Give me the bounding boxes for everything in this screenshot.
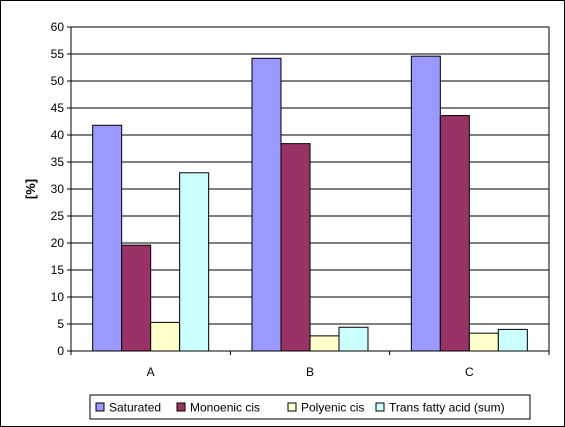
bar-polyenic-cis-c xyxy=(468,332,499,352)
y-axis-title: [%] xyxy=(23,179,38,199)
y-tick-label: 15 xyxy=(51,263,65,277)
bar-saturated-b xyxy=(251,57,282,352)
legend-label: Saturated xyxy=(109,401,161,415)
y-tick-label: 40 xyxy=(51,128,65,142)
y-tick-label: 60 xyxy=(51,20,65,34)
y-tick-label: 10 xyxy=(51,290,65,304)
y-tick-label: 50 xyxy=(51,74,65,88)
bar-saturated-c xyxy=(410,55,441,352)
bar-monoenic-cis-c xyxy=(439,115,470,352)
bar-monoenic-cis-a xyxy=(121,244,152,352)
legend-box xyxy=(89,394,531,420)
y-tick-label: 55 xyxy=(51,47,65,61)
bars xyxy=(92,55,528,352)
bar-trans-fatty-acid-sum-b xyxy=(338,326,369,352)
x-tick-label: C xyxy=(465,365,474,379)
legend-label: Trans fatty acid (sum) xyxy=(389,401,505,415)
y-tick-label: 5 xyxy=(57,317,64,331)
bar-monoenic-cis-b xyxy=(280,143,311,352)
y-tick-labels: 0 5 10 15 20 25 30 35 40 45 50 55 60 xyxy=(51,20,65,358)
legend-swatch xyxy=(287,402,297,412)
y-tick-label: 30 xyxy=(51,182,65,196)
bar-polyenic-cis-b xyxy=(309,335,340,352)
y-tick-label: 20 xyxy=(51,236,65,250)
axes xyxy=(67,26,550,355)
legend-swatch xyxy=(176,402,186,412)
y-tick-label: 35 xyxy=(51,155,65,169)
legend-label: Polyenic cis xyxy=(301,401,364,415)
bar-trans-fatty-acid-sum-a xyxy=(179,172,210,352)
legend-swatch xyxy=(375,402,385,412)
legend: Saturated Monoenic cis Polyenic cis Trans f… xyxy=(89,394,531,420)
bar-saturated-a xyxy=(92,124,123,352)
y-tick-label: 0 xyxy=(57,344,64,358)
x-tick-label: A xyxy=(147,365,155,379)
legend-swatch xyxy=(95,402,105,412)
y-tick-label: 45 xyxy=(51,101,65,115)
bar-polyenic-cis-a xyxy=(150,321,181,352)
x-tick-labels: A B C xyxy=(147,365,474,379)
x-tick-label: B xyxy=(306,365,314,379)
y-tick-label: 25 xyxy=(51,209,65,223)
bar-trans-fatty-acid-sum-c xyxy=(497,328,528,352)
legend-label: Monoenic cis xyxy=(190,401,260,415)
